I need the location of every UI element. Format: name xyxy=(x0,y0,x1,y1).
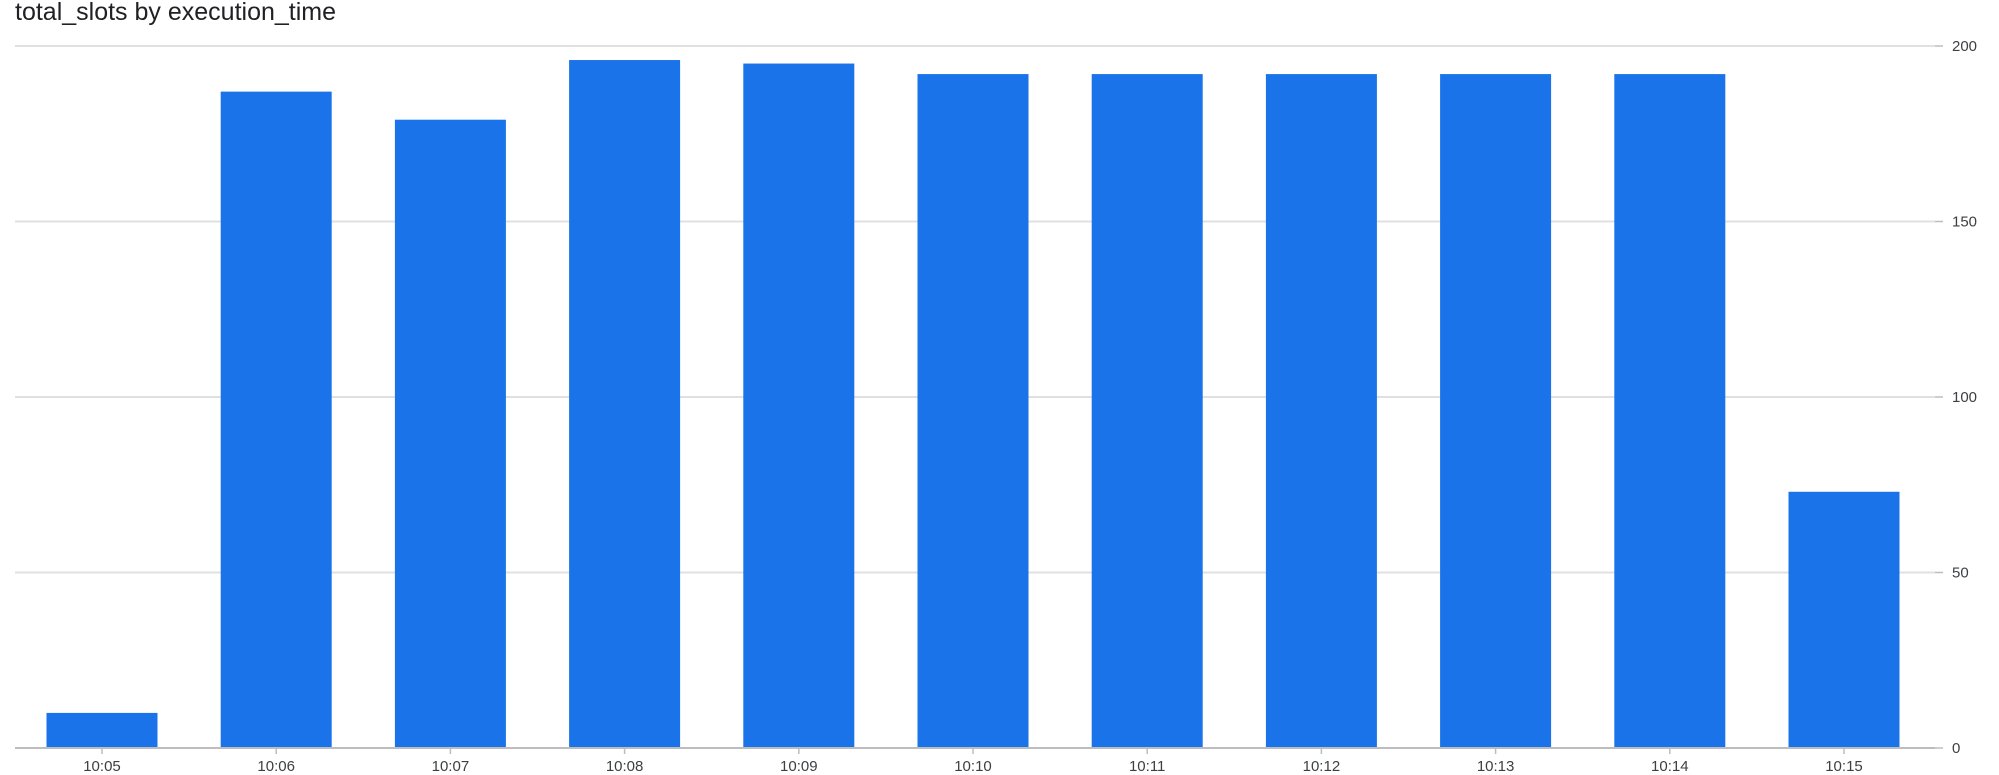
x-tick-label: 10:05 xyxy=(83,758,121,775)
bars xyxy=(46,60,1900,749)
x-tick-label: 10:06 xyxy=(257,758,295,775)
x-tick-label: 10:08 xyxy=(606,758,644,775)
y-axis-ticks: 0 50 100 150 200 xyxy=(1952,38,1977,757)
bar-1014 xyxy=(1614,74,1726,748)
y-tick-label: 0 xyxy=(1952,740,1960,757)
bar-1015 xyxy=(1788,491,1900,748)
x-tick-label: 10:13 xyxy=(1477,758,1515,775)
bar-1012 xyxy=(1265,74,1377,748)
bar-1007 xyxy=(394,119,506,748)
x-tick-label: 10:15 xyxy=(1825,758,1863,775)
axes xyxy=(15,747,1935,754)
bar-1011 xyxy=(1091,74,1203,748)
x-tick-label: 10:10 xyxy=(954,758,992,775)
x-tick-label: 10:07 xyxy=(432,758,470,775)
y-tick-label: 150 xyxy=(1952,214,1977,231)
bar-1009 xyxy=(743,63,855,749)
bar-1006 xyxy=(220,91,332,748)
x-tick-label: 10:11 xyxy=(1129,758,1165,775)
y-tick-label: 50 xyxy=(1952,565,1969,582)
y-tick-label: 100 xyxy=(1952,389,1977,406)
bar-1008 xyxy=(569,60,681,749)
y-tick-label: 200 xyxy=(1952,38,1977,55)
x-tick-label: 10:12 xyxy=(1303,758,1341,775)
bar-1005 xyxy=(46,712,158,748)
x-axis-ticks: 10:05 10:06 10:07 10:08 10:09 10:10 10:11 10:12… xyxy=(83,758,1863,775)
bar-1013 xyxy=(1440,74,1552,748)
x-tick-label: 10:14 xyxy=(1651,758,1689,775)
chart-title: total_slots by execution_time xyxy=(15,0,337,26)
bar-1010 xyxy=(917,74,1029,748)
x-tick-label: 10:09 xyxy=(780,758,818,775)
